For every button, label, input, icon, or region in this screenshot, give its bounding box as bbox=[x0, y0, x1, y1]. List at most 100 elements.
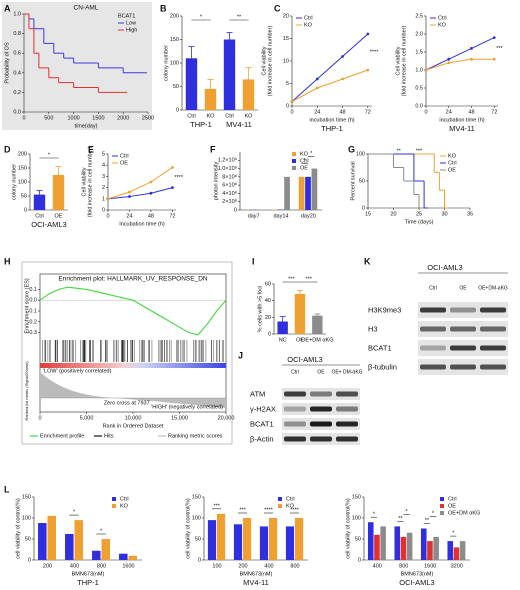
y-tick-label: 150 bbox=[22, 494, 31, 500]
x-tick-label: 0 bbox=[424, 109, 427, 115]
x-tick-label: 1600 bbox=[424, 563, 436, 569]
x-tick-label: Ctrl bbox=[35, 213, 44, 219]
y-tick-label: -0.2 bbox=[28, 319, 37, 325]
y-tick-label: 100 bbox=[170, 60, 179, 66]
blot-band bbox=[284, 436, 306, 442]
bar bbox=[277, 321, 288, 334]
group-label: MV4-11 bbox=[226, 120, 252, 129]
bar bbox=[207, 520, 217, 560]
y-tick-label: 60 bbox=[265, 281, 271, 287]
x-tick-label: KO bbox=[245, 113, 254, 119]
panel-label: L bbox=[4, 484, 10, 494]
series-line bbox=[425, 58, 495, 71]
x-tick-label: 800 bbox=[399, 563, 408, 569]
lane-label: OE bbox=[317, 369, 325, 375]
x-tick-label: 48 bbox=[468, 109, 474, 115]
y-tick-label: 1.0×10⁹ bbox=[218, 165, 237, 172]
x-tick-label: day14 bbox=[274, 213, 289, 219]
significance-label: ** bbox=[398, 516, 403, 522]
x-tick-label: 48 bbox=[148, 213, 154, 219]
legend-swatch bbox=[440, 504, 444, 508]
significance-label: * bbox=[452, 531, 455, 537]
y-tick-label: 150 bbox=[352, 494, 361, 500]
data-point bbox=[315, 86, 319, 90]
x-tick-label: 400 bbox=[264, 563, 273, 569]
y-tick-label: 50 bbox=[173, 84, 179, 90]
legend-swatch bbox=[112, 504, 116, 508]
row-label: BCAT1 bbox=[368, 343, 392, 352]
y2-axis-label: Ranked list metric (Signal2Noise) bbox=[24, 361, 29, 421]
panel-label: A bbox=[4, 3, 11, 13]
blot-band bbox=[310, 436, 332, 442]
y-tick-label: 1 bbox=[102, 196, 105, 202]
y-axis-label: Probability of OS bbox=[4, 42, 10, 84]
x-tick-label: 500 bbox=[44, 115, 53, 121]
legend-label: Ctrl bbox=[120, 153, 129, 159]
data-point bbox=[290, 100, 294, 103]
data-point bbox=[470, 47, 473, 50]
panel-label: C bbox=[274, 3, 281, 13]
panel-label: D bbox=[4, 144, 11, 154]
significance-label: ** bbox=[396, 148, 401, 154]
bar bbox=[269, 518, 278, 560]
data-point bbox=[106, 197, 110, 201]
y-tick-label: 50 bbox=[355, 536, 361, 542]
bar bbox=[433, 536, 439, 560]
y-tick-label: 50 bbox=[25, 536, 31, 542]
bar bbox=[101, 539, 111, 560]
legend-label: KO bbox=[120, 503, 129, 509]
data-point bbox=[171, 166, 174, 169]
negative-label: 'HIGH' (negatively correlated) bbox=[151, 404, 223, 410]
panel-label: G bbox=[348, 144, 355, 154]
blot-band bbox=[284, 406, 306, 412]
data-point bbox=[341, 77, 344, 81]
x-tick-label: 20,000 bbox=[218, 415, 235, 421]
x-tick-label: day7 bbox=[248, 213, 260, 219]
blot-band bbox=[450, 307, 476, 313]
x-axis-label: time(day) bbox=[75, 123, 98, 129]
data-point bbox=[470, 57, 473, 61]
bar bbox=[294, 294, 306, 334]
x-tick-label: 2500 bbox=[142, 115, 154, 121]
x-tick-label: 2000 bbox=[117, 115, 129, 121]
y-tick-label: 1.0 bbox=[415, 67, 423, 73]
significance-label: * bbox=[304, 158, 307, 164]
chart-title: CN-AML bbox=[74, 5, 99, 12]
y-axis-label: (fold increase in cell number) bbox=[267, 26, 273, 97]
x-axis-label: incubation time (h) bbox=[309, 117, 354, 123]
y-tick-label: 200 bbox=[18, 151, 27, 157]
bar bbox=[128, 555, 138, 560]
y-tick-label: 0 bbox=[198, 557, 201, 563]
significance-label: **** bbox=[264, 507, 273, 513]
significance-label: * bbox=[73, 510, 76, 516]
gsea-frame bbox=[21, 261, 233, 445]
y-tick-label: 0.2 bbox=[13, 90, 21, 96]
panel-a-background bbox=[2, 2, 152, 130]
blot-band bbox=[336, 391, 358, 397]
significance-label: * bbox=[373, 512, 376, 518]
bar bbox=[447, 541, 454, 560]
bar bbox=[33, 194, 46, 210]
blot-band bbox=[480, 326, 506, 332]
x-tick-label: 200 bbox=[43, 563, 52, 569]
panel-label: J bbox=[238, 350, 243, 360]
group-label: OCI-AML3 bbox=[399, 578, 434, 587]
blot-band bbox=[420, 307, 446, 313]
blot-membrane bbox=[418, 302, 508, 318]
series-line bbox=[291, 33, 369, 102]
row-label: γ-H2AX bbox=[250, 404, 276, 413]
x-tick-label: 15 bbox=[365, 211, 371, 217]
x-tick-label: 5,000 bbox=[80, 415, 94, 421]
y-tick-label: 1.2×10⁹ bbox=[218, 157, 237, 164]
y-tick-label: 0.5 bbox=[415, 85, 423, 91]
significance-label: * bbox=[200, 14, 203, 20]
data-point bbox=[447, 61, 451, 65]
legend-label: OE bbox=[300, 165, 308, 171]
y-tick-label: 0.0 bbox=[415, 103, 423, 109]
x-tick-label: 0 bbox=[22, 115, 25, 121]
group-label: OCI-AML3 bbox=[31, 220, 66, 229]
significance-label: *** bbox=[213, 503, 220, 509]
legend-label: OE bbox=[448, 503, 456, 509]
legend-swatch bbox=[440, 497, 444, 501]
